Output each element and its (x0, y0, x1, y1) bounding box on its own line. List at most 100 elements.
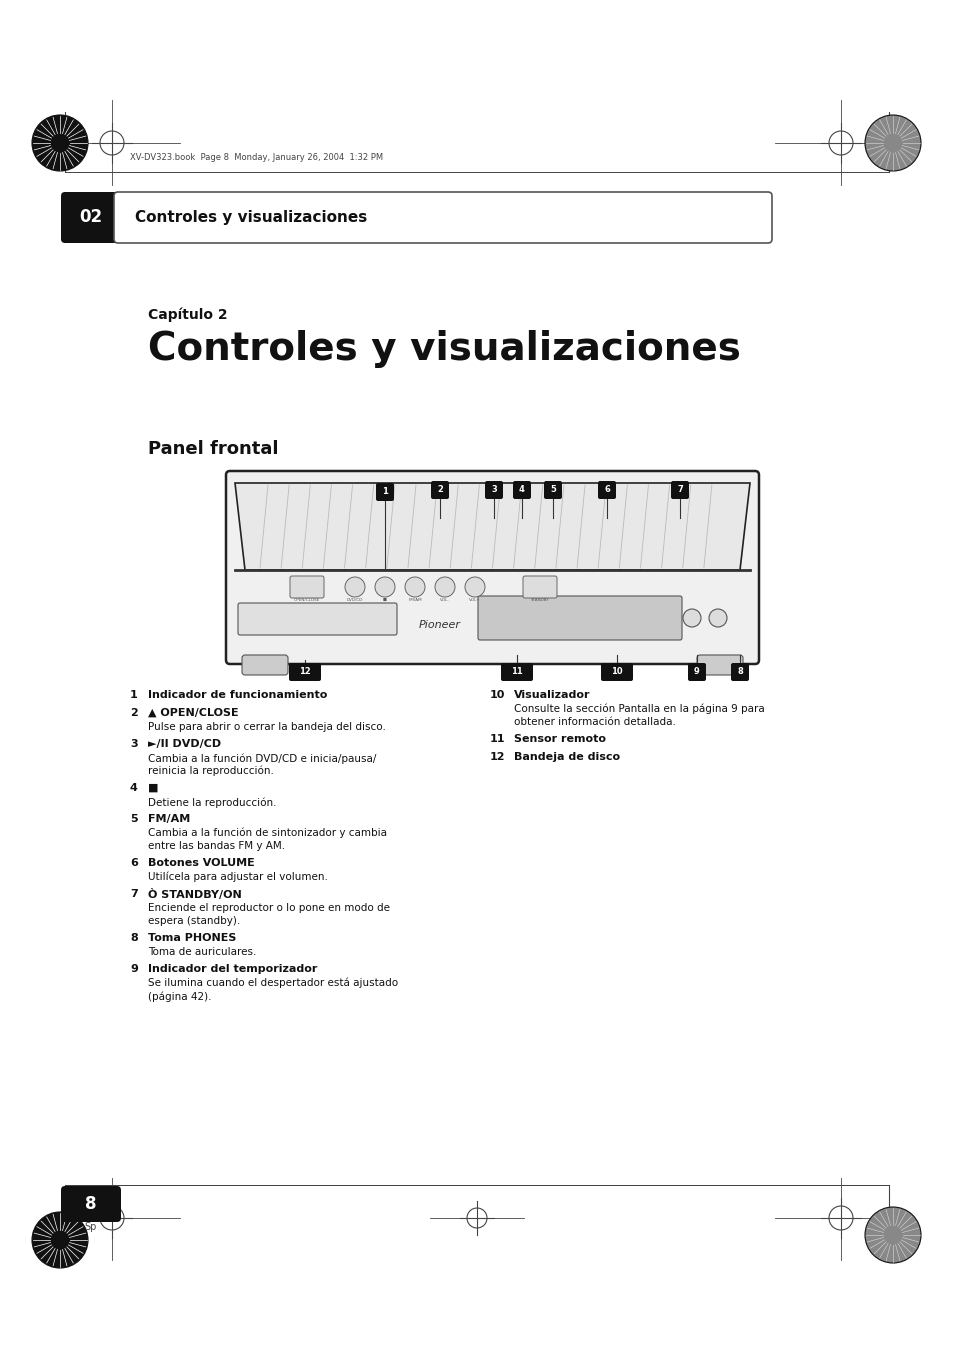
Text: Toma de auriculares.: Toma de auriculares. (148, 947, 256, 957)
FancyBboxPatch shape (687, 663, 705, 681)
Text: VOL+: VOL+ (469, 598, 480, 603)
Text: entre las bandas FM y AM.: entre las bandas FM y AM. (148, 842, 285, 851)
FancyBboxPatch shape (484, 481, 502, 499)
Text: Sp: Sp (85, 1223, 97, 1232)
Polygon shape (234, 484, 749, 570)
Text: 5: 5 (550, 485, 556, 494)
Text: STANDBY: STANDBY (530, 598, 549, 603)
FancyBboxPatch shape (242, 655, 288, 676)
Circle shape (32, 115, 88, 172)
FancyBboxPatch shape (431, 481, 449, 499)
Text: Bandeja de disco: Bandeja de disco (514, 753, 619, 762)
Text: ■: ■ (148, 784, 158, 793)
FancyBboxPatch shape (477, 596, 681, 640)
FancyBboxPatch shape (61, 1186, 121, 1223)
Text: Sensor remoto: Sensor remoto (514, 734, 605, 744)
Text: Panel frontal: Panel frontal (148, 440, 278, 458)
FancyBboxPatch shape (61, 192, 121, 243)
Text: Se ilumina cuando el despertador está ajustado: Se ilumina cuando el despertador está aj… (148, 978, 397, 989)
Text: VOL-: VOL- (439, 598, 450, 603)
FancyBboxPatch shape (290, 576, 324, 598)
FancyBboxPatch shape (670, 481, 688, 499)
Circle shape (708, 609, 726, 627)
Text: Controles y visualizaciones: Controles y visualizaciones (148, 330, 740, 367)
Text: 8: 8 (737, 667, 742, 677)
FancyBboxPatch shape (730, 663, 748, 681)
Text: reinicia la reproducción.: reinicia la reproducción. (148, 766, 274, 777)
Text: 11: 11 (511, 667, 522, 677)
Text: 2: 2 (130, 708, 137, 717)
Text: espera (standby).: espera (standby). (148, 916, 240, 925)
FancyBboxPatch shape (697, 655, 742, 676)
Text: XV-DV323.book  Page 8  Monday, January 26, 2004  1:32 PM: XV-DV323.book Page 8 Monday, January 26,… (130, 153, 383, 162)
Circle shape (464, 577, 484, 597)
Circle shape (345, 577, 365, 597)
Circle shape (435, 577, 455, 597)
Text: Botones VOLUME: Botones VOLUME (148, 858, 254, 867)
Text: 4: 4 (518, 485, 524, 494)
Circle shape (375, 577, 395, 597)
Text: 1: 1 (130, 690, 137, 700)
Circle shape (864, 1206, 920, 1263)
Text: Pulse para abrir o cerrar la bandeja del disco.: Pulse para abrir o cerrar la bandeja del… (148, 721, 385, 732)
Text: 3: 3 (491, 485, 497, 494)
FancyBboxPatch shape (289, 663, 320, 681)
Text: Visualizador: Visualizador (514, 690, 590, 700)
Circle shape (405, 577, 424, 597)
Text: 4: 4 (130, 784, 138, 793)
Text: 1: 1 (381, 488, 388, 497)
Text: 9: 9 (130, 965, 138, 974)
Text: (página 42).: (página 42). (148, 992, 212, 1001)
Text: 10: 10 (611, 667, 622, 677)
FancyBboxPatch shape (237, 603, 396, 635)
Text: Pioneer: Pioneer (418, 620, 460, 630)
FancyBboxPatch shape (226, 471, 759, 663)
FancyBboxPatch shape (500, 663, 533, 681)
Text: 3: 3 (130, 739, 137, 748)
Text: Capítulo 2: Capítulo 2 (148, 308, 228, 323)
Text: 7: 7 (130, 889, 137, 898)
Text: 10: 10 (490, 690, 505, 700)
Text: 6: 6 (603, 485, 609, 494)
Text: ■: ■ (383, 598, 387, 603)
Text: DVD/CD: DVD/CD (347, 598, 363, 603)
Circle shape (864, 115, 920, 172)
FancyBboxPatch shape (113, 192, 771, 243)
Text: Cambia a la función de sintonizador y cambia: Cambia a la función de sintonizador y ca… (148, 828, 387, 839)
Text: ▲ OPEN/CLOSE: ▲ OPEN/CLOSE (148, 708, 238, 717)
Text: 12: 12 (299, 667, 311, 677)
Text: FM/AM: FM/AM (148, 815, 190, 824)
Circle shape (32, 1212, 88, 1269)
FancyBboxPatch shape (522, 576, 557, 598)
Text: Consulte la sección Pantalla en la página 9 para: Consulte la sección Pantalla en la págin… (514, 704, 764, 715)
FancyBboxPatch shape (600, 663, 633, 681)
Text: Indicador de funcionamiento: Indicador de funcionamiento (148, 690, 327, 700)
Text: 12: 12 (490, 753, 505, 762)
Text: FM/AM: FM/AM (408, 598, 421, 603)
Circle shape (682, 609, 700, 627)
Text: 11: 11 (490, 734, 505, 744)
Text: 7: 7 (677, 485, 682, 494)
Text: 8: 8 (85, 1196, 96, 1213)
Text: Enciende el reproductor o lo pone en modo de: Enciende el reproductor o lo pone en mod… (148, 902, 390, 913)
FancyBboxPatch shape (513, 481, 531, 499)
Text: 6: 6 (130, 858, 138, 867)
Text: Indicador del temporizador: Indicador del temporizador (148, 965, 317, 974)
Text: ►/II DVD/CD: ►/II DVD/CD (148, 739, 221, 748)
FancyBboxPatch shape (543, 481, 561, 499)
Text: 8: 8 (130, 934, 137, 943)
FancyBboxPatch shape (375, 484, 394, 501)
Text: 5: 5 (130, 815, 137, 824)
Text: 02: 02 (79, 208, 103, 227)
Text: OPEN/CLOSE: OPEN/CLOSE (294, 598, 320, 603)
Text: 9: 9 (694, 667, 700, 677)
Text: Cambia a la función DVD/CD e inicia/pausa/: Cambia a la función DVD/CD e inicia/paus… (148, 753, 376, 763)
Text: Ò STANDBY/ON: Ò STANDBY/ON (148, 889, 241, 900)
Text: Toma PHONES: Toma PHONES (148, 934, 236, 943)
Text: Controles y visualizaciones: Controles y visualizaciones (135, 209, 367, 226)
Text: obtener información detallada.: obtener información detallada. (514, 717, 675, 727)
Text: 2: 2 (436, 485, 442, 494)
Text: Utilícela para adjustar el volumen.: Utilícela para adjustar el volumen. (148, 871, 328, 882)
Text: Detiene la reproducción.: Detiene la reproducción. (148, 797, 276, 808)
FancyBboxPatch shape (598, 481, 616, 499)
